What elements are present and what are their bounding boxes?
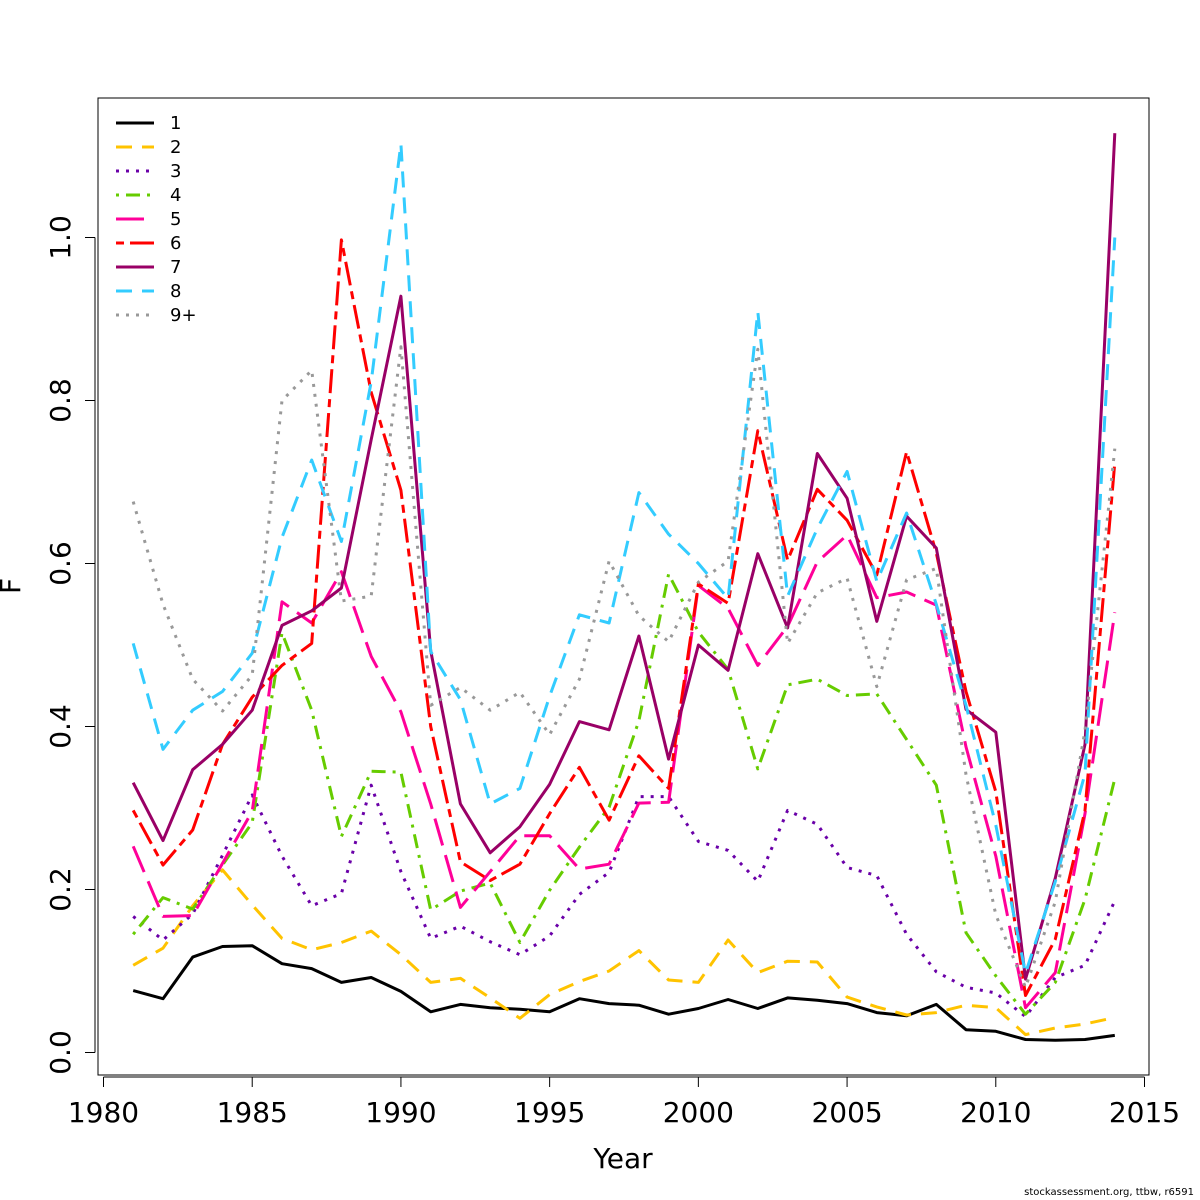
legend-label: 3 [170, 161, 181, 182]
legend: 1 2 3 4 5 6 7 8 9+ [116, 113, 197, 326]
credit-text: stockassessment.org, ttbw, r6591 [1024, 1187, 1194, 1198]
x-tick-label: 2015 [1109, 1096, 1180, 1129]
y-tick-label: 0.6 [44, 541, 77, 586]
y-tick-label: 1.0 [44, 215, 77, 260]
x-tick-label: 2005 [811, 1096, 882, 1129]
series-line-8 [131, 142, 1117, 975]
y-tick-label: 0.0 [44, 1030, 77, 1075]
x-axis: 1980 1985 1990 1995 2000 2005 2010 2015 [68, 1076, 1180, 1129]
y-tick-label: 0.2 [44, 867, 77, 912]
x-axis-label: Year [592, 1142, 653, 1175]
series-line-5 [131, 533, 1117, 1010]
y-axis-label: F [0, 578, 27, 594]
series-line-3 [132, 783, 1117, 1019]
legend-label: 8 [170, 281, 181, 302]
legend-label: 7 [170, 257, 181, 278]
x-tick-label: 2000 [663, 1096, 734, 1129]
legend-label: 5 [170, 209, 181, 230]
y-tick-label: 0.8 [44, 378, 77, 423]
series-lines [131, 133, 1117, 1042]
legend-label: 6 [170, 233, 181, 254]
series-line-1 [132, 944, 1116, 1042]
x-tick-label: 1980 [68, 1096, 139, 1129]
y-axis: 0.0 0.2 0.4 0.6 0.8 1.0 [44, 215, 96, 1075]
y-tick-label: 0.4 [44, 704, 77, 749]
series-line-2 [132, 868, 1116, 1037]
plot-frame [97, 97, 1150, 1076]
x-tick-label: 2010 [960, 1096, 1031, 1129]
x-tick-label: 1990 [365, 1096, 436, 1129]
x-tick-label: 1985 [217, 1096, 288, 1129]
series-line-7 [131, 133, 1117, 981]
legend-label: 9+ [170, 305, 197, 326]
series-line-4 [132, 572, 1117, 1016]
x-tick-label: 1995 [514, 1096, 585, 1129]
series-line-6 [131, 238, 1117, 997]
legend-label: 4 [170, 185, 181, 206]
legend-label: 1 [170, 113, 181, 134]
legend-label: 2 [170, 137, 181, 158]
